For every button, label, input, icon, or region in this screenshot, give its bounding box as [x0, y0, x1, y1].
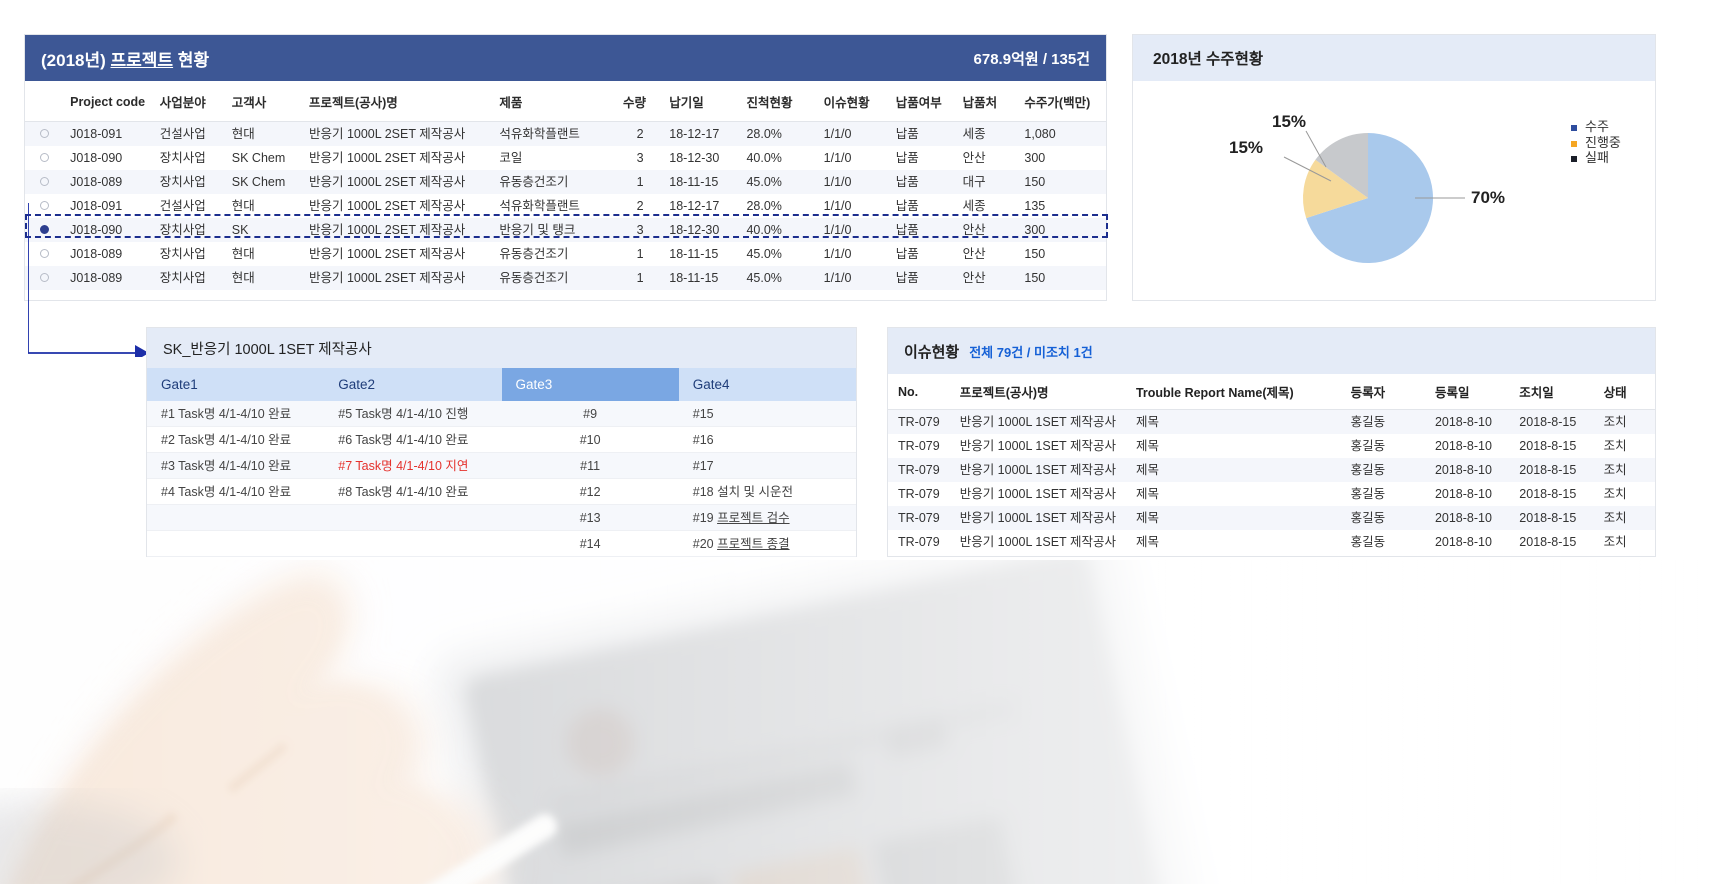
svg-text:15%: 15% — [1229, 138, 1263, 157]
svg-text:70%: 70% — [1471, 188, 1505, 207]
svg-text:15%: 15% — [1272, 112, 1306, 131]
